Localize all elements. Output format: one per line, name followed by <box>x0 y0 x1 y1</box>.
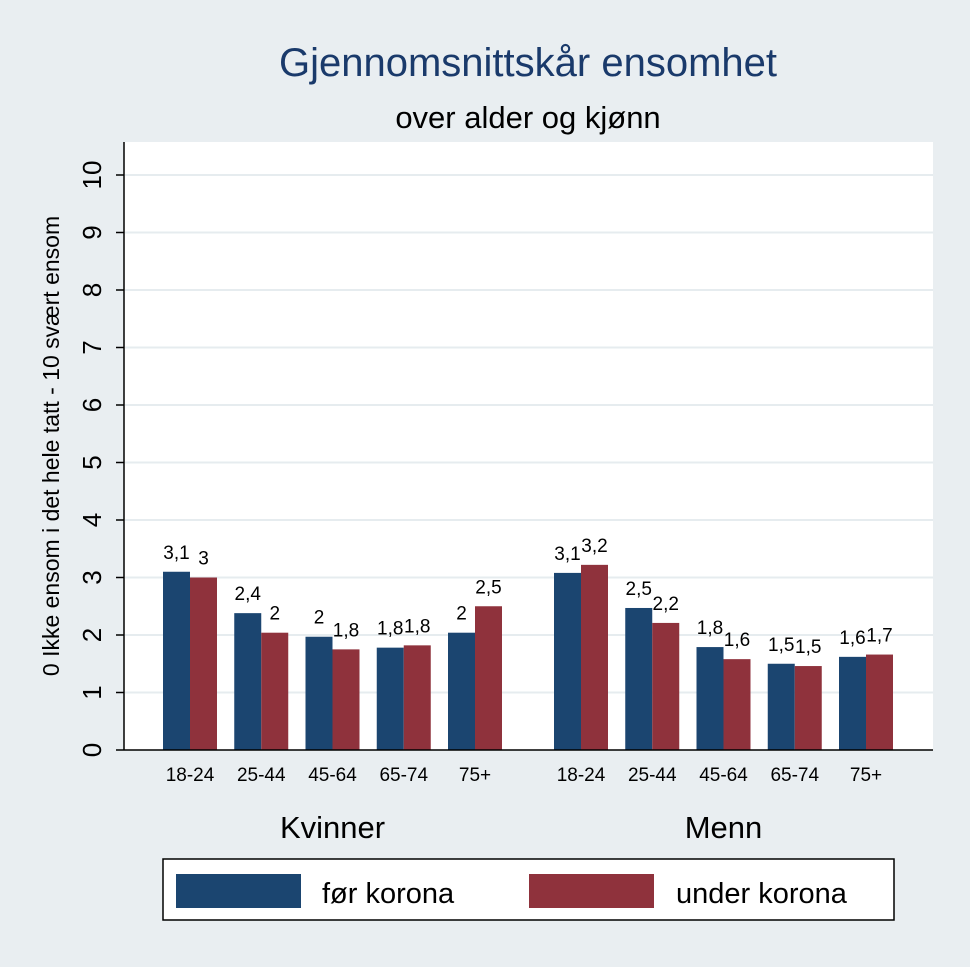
bar-before <box>376 647 404 750</box>
y-tick-label: 0 <box>77 743 107 757</box>
bar-during <box>475 606 502 750</box>
data-label: 1,6 <box>724 630 750 651</box>
y-tick-label: 10 <box>77 161 107 190</box>
bar-during <box>866 654 893 750</box>
data-label: 2,5 <box>475 577 501 598</box>
y-tick-label: 5 <box>77 455 107 469</box>
data-label: 1,5 <box>768 635 794 656</box>
y-tick-label: 7 <box>77 340 107 354</box>
y-tick-label: 6 <box>77 398 107 412</box>
y-axis-label: 0 Ikke ensom i det hele tatt - 10 svært … <box>38 216 64 676</box>
legend-swatch-before <box>176 874 301 908</box>
x-tick-label: 45-64 <box>308 765 357 786</box>
bar-before <box>696 647 724 750</box>
group-labels: Kvinner Menn <box>280 810 762 845</box>
x-tick-label: 65-74 <box>379 765 428 786</box>
legend-label-during: under korona <box>676 878 848 910</box>
data-label: 1,5 <box>795 637 821 658</box>
bars <box>163 564 893 750</box>
data-label: 2,5 <box>626 579 652 600</box>
chart-title: Gjennomsnittskår ensomhet <box>279 41 777 85</box>
x-tick-label: 25-44 <box>237 765 286 786</box>
bar-before <box>234 613 262 750</box>
x-tick-label: 25-44 <box>628 765 677 786</box>
x-tick-label: 65-74 <box>770 765 819 786</box>
data-label: 2 <box>314 608 325 629</box>
x-tick-label: 75+ <box>459 765 491 786</box>
data-label: 3,1 <box>554 544 580 565</box>
y-tick-label: 3 <box>77 570 107 584</box>
data-labels: 3,1 32,42 21,8 1,8 1,822,53,1 3,22,52,21,81,6… <box>163 536 892 658</box>
bar-during <box>261 632 289 750</box>
data-label: 2,4 <box>235 584 262 605</box>
x-tick-label: 18-24 <box>557 765 606 786</box>
bar-before <box>163 571 190 750</box>
data-label: 1,8 <box>333 620 359 641</box>
bar-during <box>652 622 680 750</box>
bar-during <box>581 564 608 750</box>
bar-before <box>554 572 581 750</box>
x-tick-label: 18-24 <box>166 765 215 786</box>
data-label: 1,7 <box>866 626 892 647</box>
bar-during <box>332 649 360 750</box>
x-ticks: 18-24 25-44 45-64 65-74 75+ 18-24 25-44 45-64 65… <box>166 765 882 786</box>
legend-swatch-during <box>529 874 654 908</box>
y-tick-label: 8 <box>77 283 107 297</box>
group-label-kvinner: Kvinner <box>280 810 385 845</box>
y-tick-label: 4 <box>77 513 107 527</box>
y-tick-label: 2 <box>77 628 107 642</box>
data-label: 1,8 <box>377 619 403 640</box>
data-label: 3,2 <box>581 536 607 557</box>
bar-before <box>767 663 795 750</box>
data-label: 3,1 <box>163 543 189 564</box>
bar-during <box>403 645 431 750</box>
data-label: 1,8 <box>697 618 723 639</box>
bar-during <box>794 666 822 750</box>
x-tick-label: 45-64 <box>699 765 748 786</box>
bar-before <box>625 607 653 750</box>
y-tick-label: 9 <box>77 225 107 239</box>
bar-during <box>190 577 217 750</box>
data-label: 1,6 <box>839 628 865 649</box>
data-label: 1,8 <box>404 616 430 637</box>
y-tick-label: 1 <box>77 685 107 699</box>
chart-subtitle: over alder og kjønn <box>395 100 660 135</box>
bar-before <box>839 656 866 750</box>
data-label: 2 <box>456 604 467 625</box>
bar-before <box>305 636 333 750</box>
bar-before <box>448 632 475 750</box>
data-label: 3 <box>198 549 209 570</box>
data-label: 2,2 <box>653 594 679 615</box>
grid-lines <box>125 174 933 694</box>
legend-label-before: før korona <box>322 878 455 910</box>
data-label: 2 <box>269 604 280 625</box>
y-ticks: 0 1 2 3 4 5 6 7 8 9 10 <box>77 161 124 757</box>
x-tick-label: 75+ <box>850 765 882 786</box>
bar-during <box>723 659 751 750</box>
group-label-menn: Menn <box>685 810 763 845</box>
